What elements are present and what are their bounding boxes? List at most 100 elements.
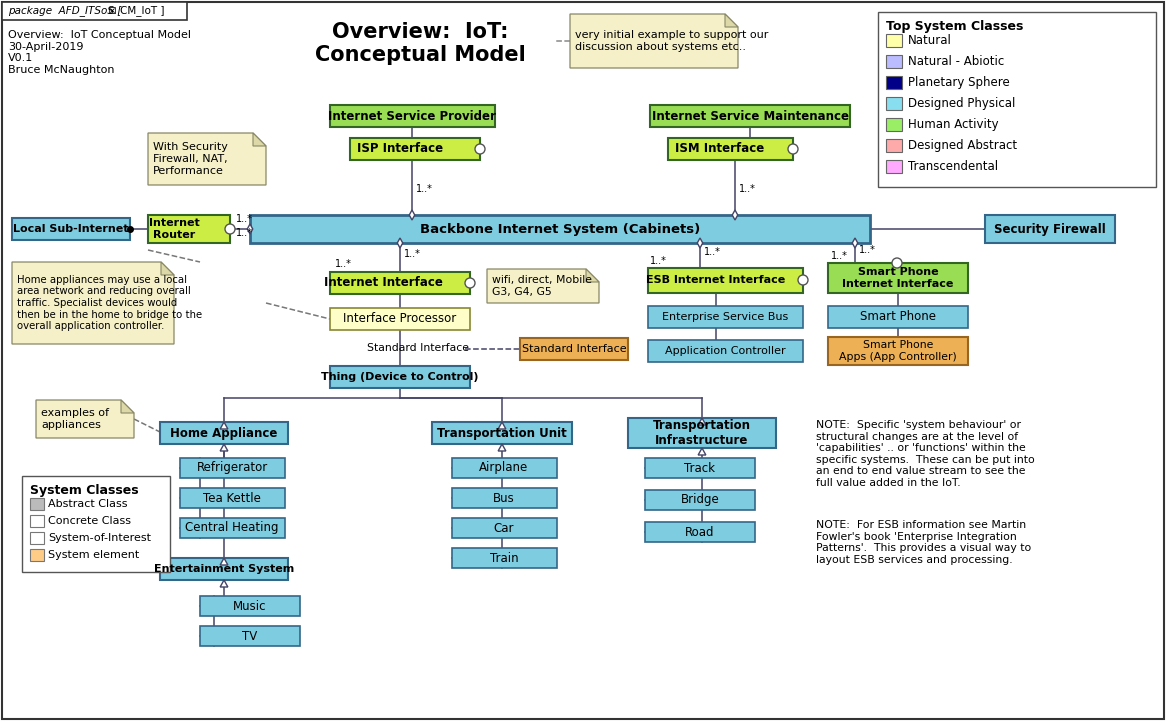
Text: Airplane: Airplane [479, 461, 528, 474]
Polygon shape [253, 133, 266, 146]
Bar [828, 306, 968, 328]
Bar [828, 263, 968, 293]
Text: Tea Kettle: Tea Kettle [203, 492, 261, 505]
Bar [886, 34, 902, 47]
Text: Transportation Unit: Transportation Unit [437, 427, 567, 440]
Text: Interface Processor: Interface Processor [343, 312, 457, 325]
Text: Smart Phone: Smart Phone [861, 311, 936, 324]
Circle shape [225, 224, 236, 234]
Text: Application Controller: Application Controller [665, 346, 786, 356]
Polygon shape [247, 224, 253, 234]
Text: Home appliances may use a local
area network and reducing overall
traffic. Speci: Home appliances may use a local area net… [17, 275, 202, 331]
Text: Bridge: Bridge [681, 493, 719, 506]
Bar [520, 338, 628, 360]
Text: Human Activity: Human Activity [908, 118, 998, 131]
Polygon shape [498, 444, 506, 451]
Text: Transportation
Infrastructure: Transportation Infrastructure [653, 419, 751, 447]
Text: Entertainment System: Entertainment System [154, 564, 294, 574]
Text: wifi, direct, Mobile
G3, G4, G5: wifi, direct, Mobile G3, G4, G5 [492, 275, 592, 297]
Bar [668, 138, 793, 160]
Text: Standard Interface: Standard Interface [367, 343, 469, 353]
Text: Thing (Device to Control): Thing (Device to Control) [322, 372, 479, 382]
Bar [452, 458, 557, 478]
Text: 1..*: 1..* [859, 245, 876, 255]
Bar [985, 215, 1115, 243]
Text: Track: Track [684, 461, 716, 474]
Bar [330, 308, 470, 330]
Text: Road: Road [686, 526, 715, 539]
Text: System Classes: System Classes [30, 484, 139, 497]
Circle shape [892, 258, 902, 268]
Circle shape [475, 144, 485, 154]
Text: Internet Interface: Internet Interface [323, 276, 442, 290]
Polygon shape [725, 14, 738, 27]
Text: 1..*: 1..* [416, 184, 433, 194]
Polygon shape [121, 400, 134, 413]
Text: NOTE:  For ESB information see Martin
Fowler's book 'Enterprise Integration
Patt: NOTE: For ESB information see Martin Fow… [816, 520, 1031, 565]
Bar [180, 458, 285, 478]
Bar [30, 532, 44, 544]
Text: Bus: Bus [493, 492, 515, 505]
Text: Concrete Class: Concrete Class [48, 516, 131, 526]
Polygon shape [498, 422, 506, 429]
Bar [648, 306, 803, 328]
Text: Overview:  IoT:
Conceptual Model: Overview: IoT: Conceptual Model [315, 22, 526, 65]
Bar [649, 105, 850, 127]
Text: Local Sub-Internet: Local Sub-Internet [13, 224, 128, 234]
Bar [878, 12, 1156, 187]
Text: Top System Classes: Top System Classes [886, 20, 1024, 33]
Bar [452, 548, 557, 568]
Polygon shape [220, 444, 227, 451]
Bar [648, 340, 803, 362]
Polygon shape [487, 269, 599, 303]
Text: System element: System element [48, 550, 139, 560]
Text: TV: TV [243, 629, 258, 642]
Text: ISP Interface: ISP Interface [357, 143, 443, 156]
Polygon shape [409, 210, 415, 220]
Text: Transcendental: Transcendental [908, 160, 998, 173]
Text: Natural - Abiotic: Natural - Abiotic [908, 55, 1004, 68]
Text: Standard Interface: Standard Interface [521, 344, 626, 354]
Bar [645, 490, 756, 510]
Bar [30, 549, 44, 561]
Bar [148, 215, 230, 243]
Text: Backbone Internet System (Cabinets): Backbone Internet System (Cabinets) [420, 223, 700, 236]
Circle shape [788, 144, 798, 154]
Text: Smart Phone
Apps (App Controller): Smart Phone Apps (App Controller) [840, 340, 957, 362]
Text: Home Appliance: Home Appliance [170, 427, 278, 440]
Text: 1..*: 1..* [704, 247, 721, 257]
Polygon shape [697, 238, 703, 248]
Text: Smart Phone
Internet Interface: Smart Phone Internet Interface [842, 267, 954, 289]
Bar [330, 366, 470, 388]
Bar [452, 518, 557, 538]
Bar [330, 105, 496, 127]
Text: Central Heating: Central Heating [185, 521, 279, 534]
Bar [12, 218, 129, 240]
Text: Designed Abstract: Designed Abstract [908, 139, 1017, 152]
Polygon shape [148, 133, 266, 185]
Text: Train: Train [490, 552, 519, 565]
Text: Enterprise Service Bus: Enterprise Service Bus [662, 312, 788, 322]
Text: Internet Service Provider: Internet Service Provider [328, 110, 496, 123]
Text: ESB Internet Interface: ESB Internet Interface [646, 275, 786, 285]
Text: 1..*: 1..* [403, 249, 421, 259]
Bar [886, 160, 902, 173]
Bar [180, 488, 285, 508]
Bar [886, 139, 902, 152]
Polygon shape [161, 262, 174, 275]
Bar [330, 272, 470, 294]
Text: 1..*: 1..* [335, 259, 352, 269]
Bar [886, 118, 902, 131]
Text: package  AFD_ITSoS [: package AFD_ITSoS [ [8, 6, 121, 17]
Bar [350, 138, 480, 160]
Bar [452, 488, 557, 508]
Polygon shape [852, 238, 858, 248]
Bar [645, 522, 756, 542]
Text: Overview:  IoT Conceptual Model
30-April-2019
V0.1
Bruce McNaughton: Overview: IoT Conceptual Model 30-April-… [8, 30, 191, 75]
Text: With Security
Firewall, NAT,
Performance: With Security Firewall, NAT, Performance [153, 143, 227, 176]
Polygon shape [570, 14, 738, 68]
Text: Music: Music [233, 599, 267, 613]
Bar [886, 55, 902, 68]
Bar [30, 498, 44, 510]
Polygon shape [220, 558, 227, 565]
